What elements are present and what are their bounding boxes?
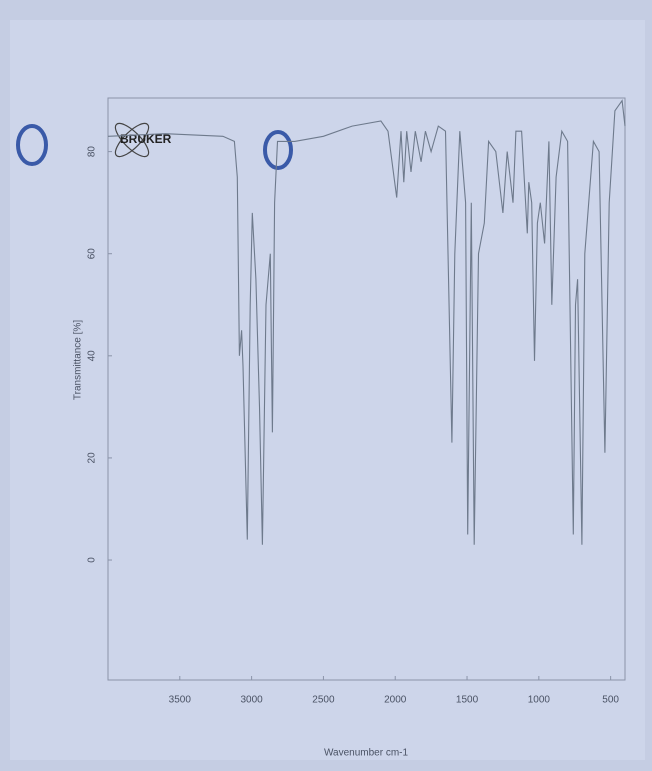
x-tick-label: 500 (602, 695, 619, 706)
y-tick-label: 0 (87, 557, 98, 563)
x-tick-label: 3000 (240, 695, 263, 706)
x-tick-label: 2000 (384, 695, 407, 706)
x-axis-label: Wavenumber cm-1 (324, 748, 409, 759)
x-tick-label: 3500 (169, 695, 192, 706)
punch-hole (16, 124, 48, 166)
y-tick-label: 40 (87, 350, 98, 362)
paper (10, 20, 645, 760)
x-tick-label: 2500 (312, 695, 335, 706)
plot-frame (107, 97, 626, 681)
x-tick-label: 1000 (528, 695, 551, 706)
spectrum-line (107, 99, 626, 545)
y-tick-label: 60 (87, 248, 98, 260)
logo-mark (114, 122, 150, 158)
x-tick-label: 1500 (456, 695, 479, 706)
punch-hole (263, 130, 293, 170)
y-axis-label: Transmittance [%] (73, 320, 84, 400)
y-tick-label: 20 (87, 452, 98, 464)
y-tick-label: 80 (87, 146, 98, 158)
